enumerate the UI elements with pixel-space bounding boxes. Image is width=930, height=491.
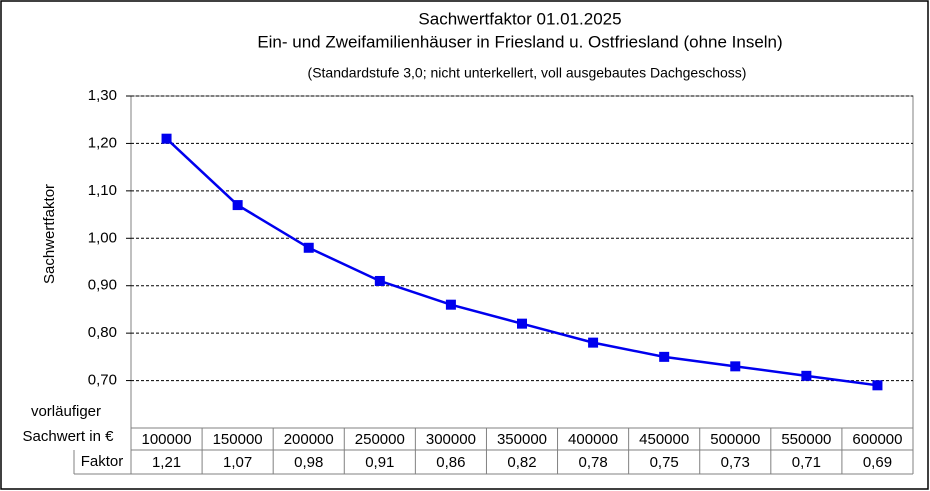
value-label: 0,98	[294, 454, 323, 471]
y-tick-label: 1,30	[88, 87, 117, 104]
value-label: 0,71	[792, 454, 821, 471]
value-label: 0,91	[365, 454, 394, 471]
value-label: 0,86	[436, 454, 465, 471]
marker	[445, 299, 456, 310]
marker	[872, 380, 883, 391]
value-label: 0,75	[650, 454, 679, 471]
y-tick-label: 0,70	[88, 372, 117, 389]
y-tick-label: 1,20	[88, 134, 117, 151]
chart-note: (Standardstufe 3,0; nicht unterkellert, …	[308, 65, 747, 81]
table-header: vorläufiger	[31, 403, 101, 420]
value-label: 0,73	[721, 454, 750, 471]
marker	[588, 337, 599, 348]
x-tick-label: 250000	[355, 431, 405, 448]
x-tick-label: 100000	[142, 431, 192, 448]
y-tick-label: 0,90	[88, 277, 117, 294]
marker	[303, 242, 314, 253]
x-tick-label: 600000	[852, 431, 902, 448]
chart-subtitle: Ein- und Zweifamilienhäuser in Friesland…	[257, 32, 782, 51]
x-tick-label: 400000	[568, 431, 618, 448]
marker	[659, 351, 670, 362]
chart-title: Sachwertfaktor 01.01.2025	[418, 9, 621, 28]
y-tick-label: 0,80	[88, 324, 117, 341]
x-tick-label: 150000	[213, 431, 263, 448]
table-row-label: Faktor	[81, 453, 124, 470]
x-tick-label: 300000	[426, 431, 476, 448]
y-tick-label: 1,00	[88, 229, 117, 246]
value-label: 1,07	[223, 454, 252, 471]
value-label: 1,21	[152, 454, 181, 471]
x-tick-label: 200000	[284, 431, 334, 448]
marker	[517, 318, 527, 329]
value-label: 0,69	[863, 454, 892, 471]
y-tick-label: 1,10	[88, 182, 117, 199]
x-tick-label: 350000	[497, 431, 547, 448]
marker	[801, 370, 812, 381]
x-tick-label: 450000	[639, 431, 689, 448]
x-tick-label: 550000	[781, 431, 831, 448]
value-label: 0,78	[578, 454, 607, 471]
value-label: 0,82	[507, 454, 536, 471]
marker	[161, 133, 172, 144]
table-header: Sachwert in €	[23, 428, 115, 445]
y-axis-label: Sachwertfaktor	[41, 184, 58, 284]
marker	[730, 361, 741, 372]
marker	[374, 275, 385, 286]
x-tick-label: 500000	[710, 431, 760, 448]
marker	[232, 200, 243, 211]
